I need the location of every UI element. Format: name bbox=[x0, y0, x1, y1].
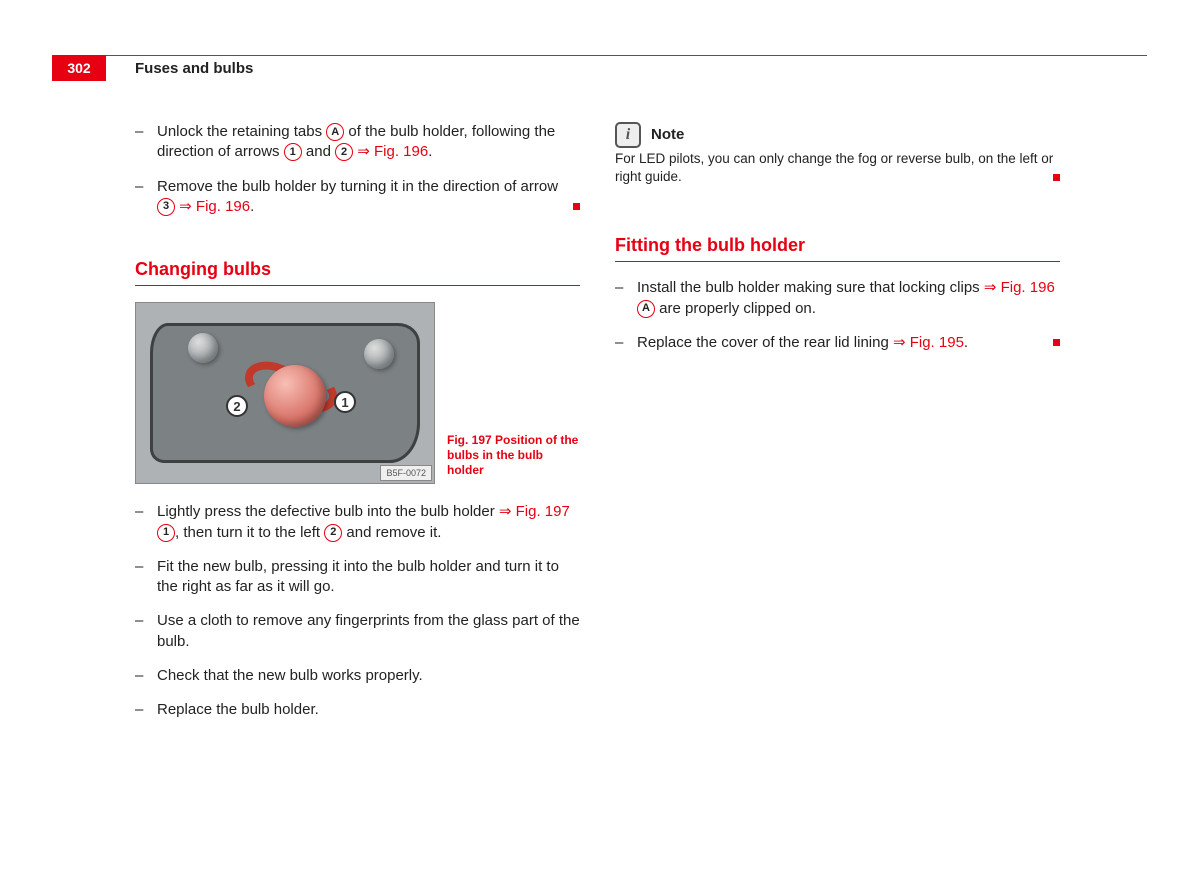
end-square-icon bbox=[1053, 174, 1060, 181]
text: For LED pilots, you can only change the … bbox=[615, 151, 1053, 184]
fig-ref: ⇒ Fig. 196 bbox=[357, 143, 428, 160]
marker-2: 2 bbox=[335, 143, 353, 161]
list-item: Fit the new bulb, pressing it into the b… bbox=[135, 557, 580, 598]
list-item: Remove the bulb holder by turning it in … bbox=[135, 177, 580, 218]
note-block: i Note For LED pilots, you can only chang… bbox=[615, 122, 1060, 185]
fig-ref: ⇒ Fig. 196 bbox=[984, 279, 1055, 296]
fig-ref: ⇒ Fig. 197 bbox=[499, 503, 570, 520]
list-item: Replace the cover of the rear lid lining… bbox=[615, 333, 1060, 353]
figure-197: 1 2 B5F-0072 Fig. 197 Position of the bu… bbox=[135, 302, 580, 484]
text: and bbox=[302, 143, 335, 160]
text: Install the bulb holder making sure that… bbox=[637, 279, 984, 296]
section-title: Fuses and bulbs bbox=[135, 60, 253, 77]
marker-1: 1 bbox=[157, 524, 175, 542]
text: . bbox=[428, 143, 432, 160]
end-square-icon bbox=[1053, 339, 1060, 346]
list-item: Lightly press the defective bulb into th… bbox=[135, 502, 580, 543]
note-label: Note bbox=[651, 126, 684, 143]
text: , then turn it to the left bbox=[175, 524, 324, 541]
text: Replace the cover of the rear lid lining bbox=[637, 334, 893, 351]
figure-caption: Fig. 197 Position of the bulbs in the bu… bbox=[447, 433, 580, 484]
page-number: 302 bbox=[52, 55, 106, 81]
marker-2: 2 bbox=[324, 524, 342, 542]
header-rule bbox=[52, 55, 1147, 56]
fig-ref: ⇒ Fig. 195 bbox=[893, 334, 964, 351]
heading-fitting: Fitting the bulb holder bbox=[615, 233, 1060, 262]
left-column: Unlock the retaining tabs A of the bulb … bbox=[135, 122, 580, 734]
intro-steps: Unlock the retaining tabs A of the bulb … bbox=[135, 122, 580, 217]
list-item: Replace the bulb holder. bbox=[135, 700, 580, 720]
text: Lightly press the defective bulb into th… bbox=[157, 503, 499, 520]
text: are properly clipped on. bbox=[655, 300, 816, 317]
note-text: For LED pilots, you can only change the … bbox=[615, 150, 1060, 185]
text: Remove the bulb holder by turning it in … bbox=[157, 178, 558, 195]
heading-changing-bulbs: Changing bulbs bbox=[135, 257, 580, 286]
list-item: Install the bulb holder making sure that… bbox=[615, 278, 1060, 319]
text: . bbox=[964, 334, 968, 351]
info-icon: i bbox=[615, 122, 641, 148]
list-item: Unlock the retaining tabs A of the bulb … bbox=[135, 122, 580, 163]
text: and remove it. bbox=[342, 524, 441, 541]
text: . bbox=[250, 198, 254, 215]
text: Unlock the retaining tabs bbox=[157, 123, 326, 140]
fitting-steps: Install the bulb holder making sure that… bbox=[615, 278, 1060, 353]
marker-a: A bbox=[326, 123, 344, 141]
changing-steps: Lightly press the defective bulb into th… bbox=[135, 502, 580, 720]
marker-a: A bbox=[637, 300, 655, 318]
right-column: i Note For LED pilots, you can only chang… bbox=[615, 122, 1060, 367]
end-square-icon bbox=[573, 203, 580, 210]
figure-image: 1 2 B5F-0072 bbox=[135, 302, 435, 484]
figure-tag: B5F-0072 bbox=[380, 465, 432, 481]
marker-1: 1 bbox=[284, 143, 302, 161]
marker-3: 3 bbox=[157, 198, 175, 216]
list-item: Use a cloth to remove any fingerprints f… bbox=[135, 611, 580, 652]
list-item: Check that the new bulb works properly. bbox=[135, 666, 580, 686]
fig-ref: ⇒ Fig. 196 bbox=[179, 198, 250, 215]
